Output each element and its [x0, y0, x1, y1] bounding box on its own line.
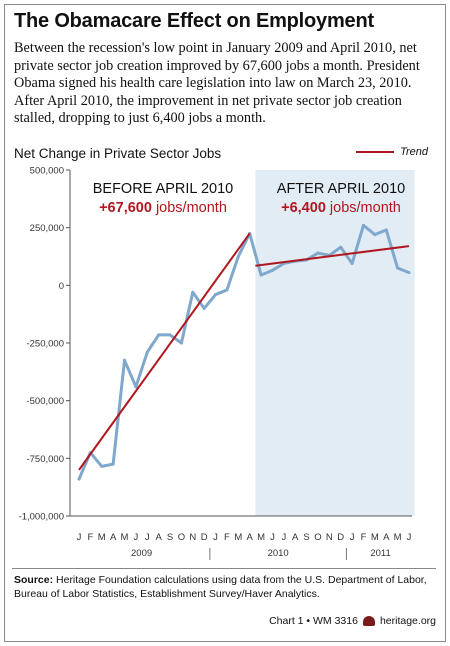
x-tick-label: M: [371, 532, 379, 543]
x-year-label: 2010: [268, 548, 289, 559]
jobs-series-line: [77, 223, 410, 480]
x-tick-label: J: [77, 532, 82, 543]
jobs-data-point: [123, 358, 127, 362]
annotation-unit: jobs/month: [152, 200, 227, 216]
jobs-data-point: [145, 350, 149, 354]
jobs-data-point: [373, 233, 377, 237]
y-tick-label: -500,000: [26, 396, 64, 407]
jobs-data-point: [396, 266, 400, 270]
jobs-data-point: [168, 333, 172, 337]
x-tick-label: O: [178, 532, 185, 543]
footer-divider: [12, 568, 436, 569]
legend: Trend: [356, 146, 428, 158]
y-tick-label: -250,000: [26, 339, 64, 350]
x-tick-label: O: [314, 532, 321, 543]
legend-trend-label: Trend: [400, 146, 428, 158]
x-tick-label: F: [87, 532, 93, 543]
jobs-data-point: [191, 290, 195, 294]
annotation-heading-after: AFTER APRIL 2010: [277, 181, 405, 197]
x-tick-label: F: [361, 532, 367, 543]
jobs-data-point: [179, 341, 183, 345]
jobs-data-point: [157, 333, 161, 337]
after-period-shading: [255, 170, 415, 516]
jobs-data-point: [350, 261, 354, 265]
annotation-value: +67,600: [99, 200, 152, 216]
x-tick-label: J: [281, 532, 286, 543]
x-tick-label: M: [257, 532, 265, 543]
x-tick-label: D: [201, 532, 208, 543]
annotation-unit: jobs/month: [326, 200, 401, 216]
jobs-data-point: [407, 271, 411, 275]
jobs-data-point: [316, 251, 320, 255]
jobs-data-point: [77, 477, 81, 481]
source-note: Source: Heritage Foundation calculations…: [14, 574, 434, 601]
x-tick-label: J: [407, 532, 412, 543]
x-tick-label: M: [98, 532, 106, 543]
page-title: The Obamacare Effect on Employment: [14, 10, 374, 32]
annotation-value: +6,400: [281, 200, 326, 216]
x-tick-label: S: [303, 532, 309, 543]
source-text: Heritage Foundation calculations using d…: [14, 574, 427, 600]
intro-paragraph: Between the recession's low point in Jan…: [14, 40, 420, 126]
x-year-label: 2011: [370, 548, 390, 559]
chart-credit: Chart 1 • WM 3316: [269, 615, 358, 627]
jobs-data-point: [225, 288, 229, 292]
chart-title: Net Change in Private Sector Jobs: [14, 146, 222, 161]
x-tick-label: J: [145, 532, 150, 543]
x-tick-label: N: [326, 532, 333, 543]
heritage-bell-icon: [362, 616, 375, 626]
site-link[interactable]: heritage.org: [379, 615, 436, 627]
x-tick-label: A: [110, 532, 117, 543]
trend-line-before: [78, 232, 251, 471]
jobs-data-point: [111, 462, 115, 466]
jobs-data-point: [259, 273, 263, 277]
jobs-data-point: [361, 223, 365, 227]
jobs-data-point: [214, 293, 218, 297]
credit-line: Chart 1 • WM 3316 heritage.org: [269, 615, 436, 627]
x-tick-label: M: [234, 532, 242, 543]
x-year-label: 2009: [131, 548, 152, 559]
y-tick-label: -1,000,000: [19, 512, 64, 523]
x-tick-label: A: [383, 532, 390, 543]
x-tick-label: A: [292, 532, 299, 543]
x-tick-label: M: [121, 532, 129, 543]
annotation-rate-after: +6,400 jobs/month: [281, 200, 401, 216]
jobs-data-point: [270, 268, 274, 272]
annotation-heading-before: BEFORE APRIL 2010: [93, 181, 234, 197]
legend-trend-swatch: [356, 151, 395, 153]
jobs-data-point: [384, 228, 388, 232]
x-tick-label: J: [213, 532, 218, 543]
x-tick-label: J: [270, 532, 275, 543]
jobs-data-point: [236, 255, 240, 258]
y-tick-label: 0: [59, 281, 64, 292]
y-tick-label: 500,000: [30, 166, 64, 177]
x-tick-label: M: [394, 532, 402, 543]
y-tick-label: 250,000: [30, 223, 64, 234]
x-tick-label: N: [189, 532, 196, 543]
source-label: Source:: [14, 574, 54, 586]
jobs-data-point: [202, 306, 206, 310]
jobs-data-point: [339, 245, 343, 249]
jobs-data-point: [134, 385, 138, 389]
x-tick-label: D: [337, 532, 344, 543]
x-tick-label: J: [350, 532, 355, 543]
trend-line-after: [255, 245, 410, 267]
x-tick-label: J: [134, 532, 139, 543]
y-tick-label: -750,000: [26, 454, 64, 465]
annotation-rate-before: +67,600 jobs/month: [99, 200, 227, 216]
x-tick-label: A: [155, 532, 162, 543]
x-tick-label: F: [224, 532, 230, 543]
x-tick-label: A: [247, 532, 254, 543]
x-tick-label: S: [167, 532, 173, 543]
jobs-data-point: [100, 464, 104, 468]
